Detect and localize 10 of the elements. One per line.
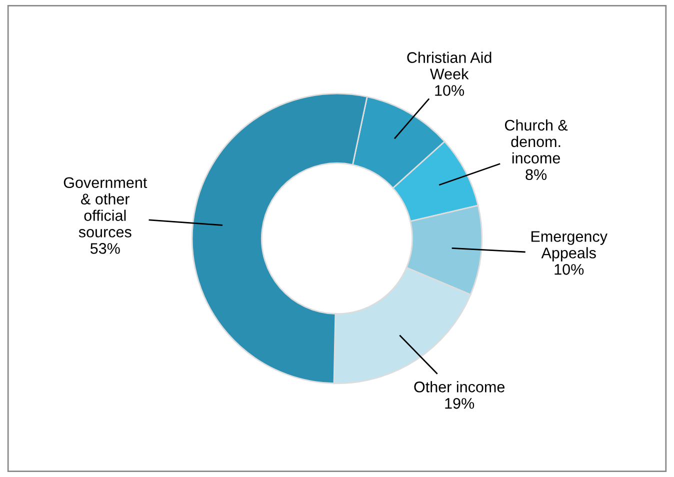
slice-label: Emergency Appeals (531, 231, 608, 262)
slice-label: Church & denom. income (504, 119, 568, 164)
slice-label: Government & other official sources (64, 177, 148, 238)
data-label: 8% (526, 169, 547, 180)
data-label: 19% (445, 398, 474, 409)
data-label: 53% (90, 243, 120, 254)
slice-label: Christian Aid Week (407, 52, 492, 80)
data-label: 10% (554, 264, 584, 275)
data-label: 10% (435, 85, 464, 96)
slice-label: Other income (414, 381, 505, 392)
